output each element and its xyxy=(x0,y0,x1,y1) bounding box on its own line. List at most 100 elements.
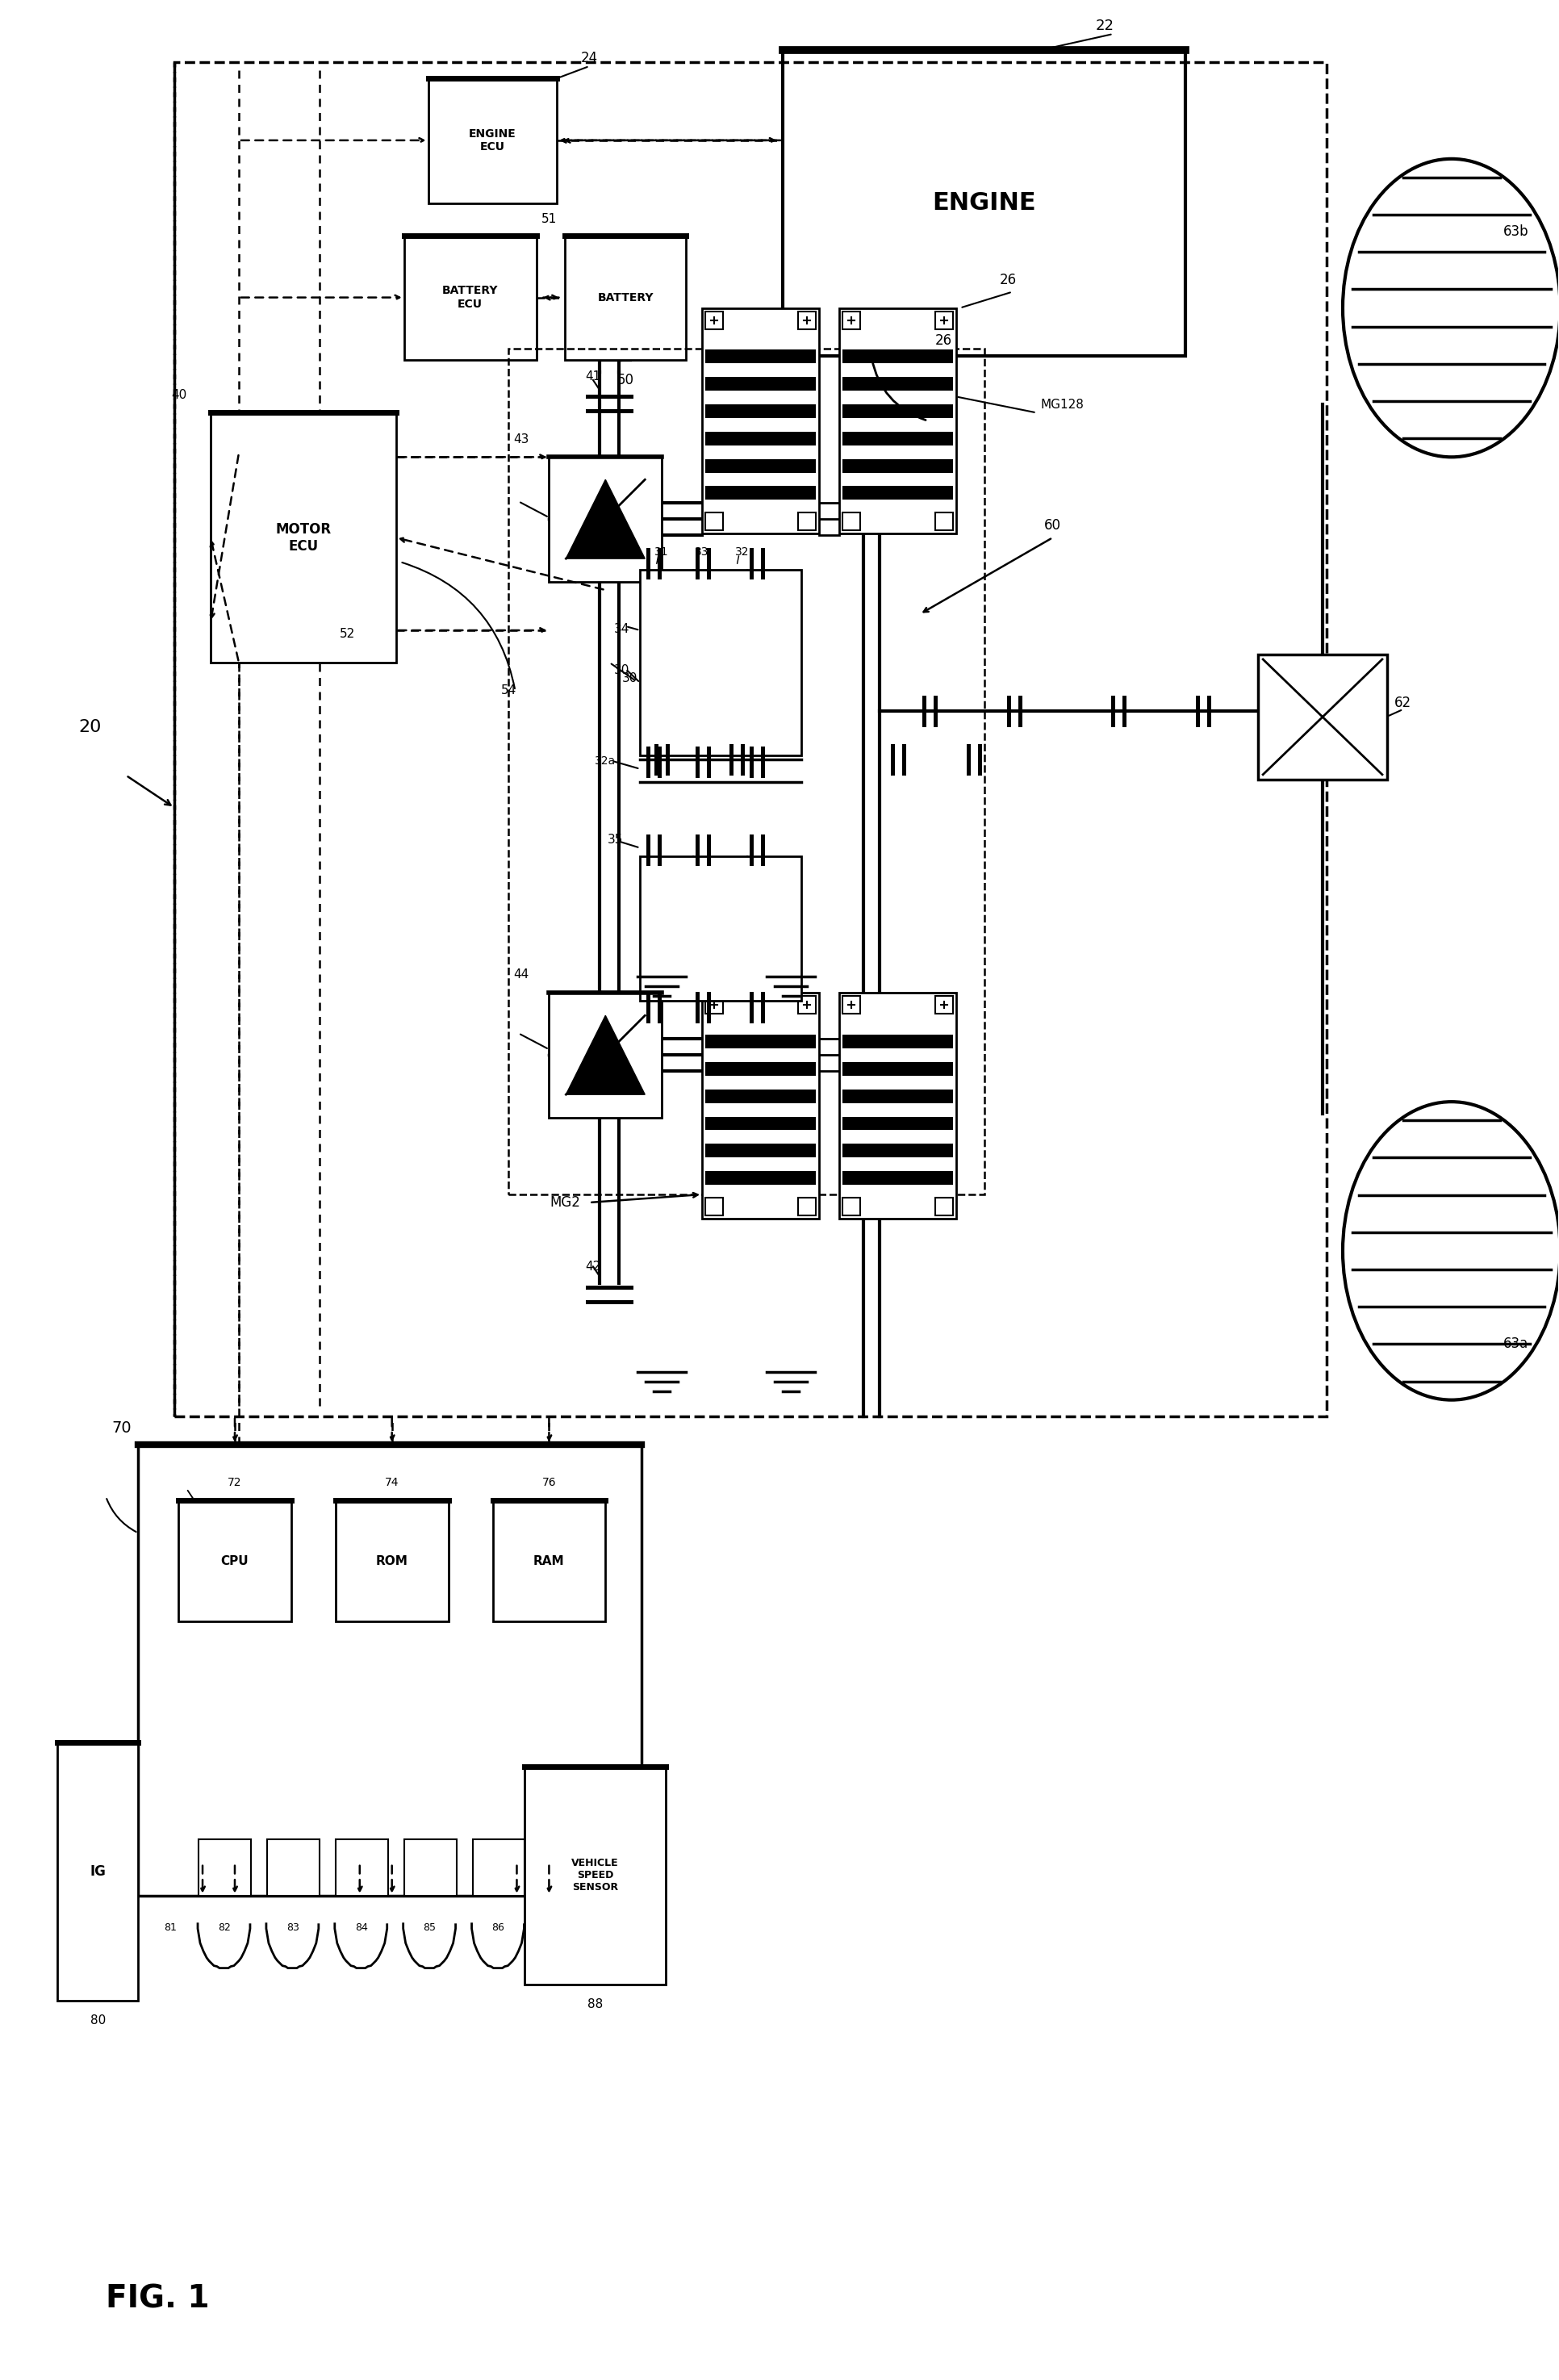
Polygon shape xyxy=(566,1016,645,1095)
Ellipse shape xyxy=(1342,1102,1559,1399)
Bar xyxy=(842,405,953,419)
Bar xyxy=(705,1090,815,1102)
Bar xyxy=(842,1035,953,1050)
Bar xyxy=(178,1502,292,1621)
Bar xyxy=(705,431,815,445)
Text: CPU: CPU xyxy=(221,1554,249,1566)
Text: 31: 31 xyxy=(655,547,669,557)
Text: 44: 44 xyxy=(513,969,529,981)
Bar xyxy=(705,405,815,419)
Bar xyxy=(798,312,815,328)
Text: 52: 52 xyxy=(340,628,355,640)
Bar xyxy=(842,350,953,364)
Bar xyxy=(508,347,984,1195)
Bar xyxy=(842,376,953,390)
Bar xyxy=(935,512,953,531)
Text: MG2: MG2 xyxy=(550,1195,580,1209)
Bar xyxy=(798,1197,815,1216)
Text: 74: 74 xyxy=(385,1478,399,1488)
Text: 32a: 32a xyxy=(596,754,616,766)
Text: 83: 83 xyxy=(287,1923,299,1933)
Bar xyxy=(705,376,815,390)
Text: 72: 72 xyxy=(228,1478,242,1488)
Bar xyxy=(198,1840,251,1894)
Text: 82: 82 xyxy=(218,1923,231,1933)
Bar xyxy=(935,1197,953,1216)
Text: 85: 85 xyxy=(424,1923,437,1933)
Bar xyxy=(798,512,815,531)
Text: ENGINE
ECU: ENGINE ECU xyxy=(469,129,516,152)
Bar xyxy=(175,62,1327,1416)
Text: 60: 60 xyxy=(1045,519,1062,533)
Text: 35: 35 xyxy=(608,833,624,845)
Text: 43: 43 xyxy=(513,433,529,445)
Text: 86: 86 xyxy=(493,1923,505,1933)
Bar xyxy=(935,997,953,1014)
Text: IG: IG xyxy=(90,1864,106,1878)
Bar xyxy=(842,486,953,500)
Text: 30: 30 xyxy=(622,674,638,685)
Text: BATTERY
ECU: BATTERY ECU xyxy=(443,286,499,309)
Text: VEHICLE
SPEED
SENSOR: VEHICLE SPEED SENSOR xyxy=(571,1859,619,1892)
Bar xyxy=(335,1502,449,1621)
Bar xyxy=(404,1840,457,1894)
Bar xyxy=(705,459,815,474)
Bar xyxy=(705,1171,815,1185)
Text: 88: 88 xyxy=(588,1999,603,2011)
Bar xyxy=(58,1742,139,1999)
Text: 63b: 63b xyxy=(1503,224,1529,238)
Bar xyxy=(842,1061,953,1076)
Bar xyxy=(702,307,818,533)
Bar xyxy=(702,992,818,1219)
Bar xyxy=(842,1116,953,1130)
Bar xyxy=(705,312,723,328)
Text: RAM: RAM xyxy=(533,1554,564,1566)
Text: ENGINE: ENGINE xyxy=(932,190,1037,214)
Text: FIG. 1: FIG. 1 xyxy=(106,2282,209,2313)
Bar xyxy=(842,312,861,328)
Text: 54: 54 xyxy=(500,685,516,697)
Bar xyxy=(267,1840,320,1894)
Bar xyxy=(549,457,663,583)
Text: MG128: MG128 xyxy=(1040,397,1084,412)
Bar xyxy=(842,1197,861,1216)
Bar xyxy=(139,1445,642,1894)
Bar xyxy=(842,1171,953,1185)
Text: BATTERY: BATTERY xyxy=(597,293,653,302)
Text: 62: 62 xyxy=(1395,695,1412,709)
Text: 32: 32 xyxy=(736,547,750,557)
Bar xyxy=(525,1766,666,1985)
Bar xyxy=(935,312,953,328)
Bar xyxy=(472,1840,525,1894)
Bar xyxy=(839,307,956,533)
Bar xyxy=(842,459,953,474)
Bar xyxy=(335,1840,388,1894)
Bar xyxy=(705,1197,723,1216)
Bar xyxy=(842,512,861,531)
Text: 70: 70 xyxy=(112,1421,133,1435)
Text: 41: 41 xyxy=(586,371,602,383)
Text: 51: 51 xyxy=(541,214,557,226)
Bar xyxy=(1258,654,1388,778)
Bar xyxy=(404,236,536,359)
Bar xyxy=(705,1116,815,1130)
Text: 63a: 63a xyxy=(1503,1335,1528,1352)
Text: 26: 26 xyxy=(935,333,953,347)
Text: 24: 24 xyxy=(582,50,597,64)
Text: 30: 30 xyxy=(614,664,630,676)
Text: ROM: ROM xyxy=(376,1554,408,1566)
Text: 42: 42 xyxy=(586,1261,602,1273)
Bar xyxy=(493,1502,605,1621)
Text: 84: 84 xyxy=(355,1923,368,1933)
Text: 26: 26 xyxy=(999,271,1016,288)
Ellipse shape xyxy=(1342,159,1559,457)
Bar xyxy=(705,512,723,531)
Bar xyxy=(705,486,815,500)
Text: 40: 40 xyxy=(171,388,187,402)
Text: 33: 33 xyxy=(695,547,709,557)
Bar xyxy=(566,236,686,359)
Text: 50: 50 xyxy=(617,374,635,388)
Bar xyxy=(549,992,663,1119)
Bar xyxy=(705,997,723,1014)
Bar xyxy=(641,857,801,1002)
